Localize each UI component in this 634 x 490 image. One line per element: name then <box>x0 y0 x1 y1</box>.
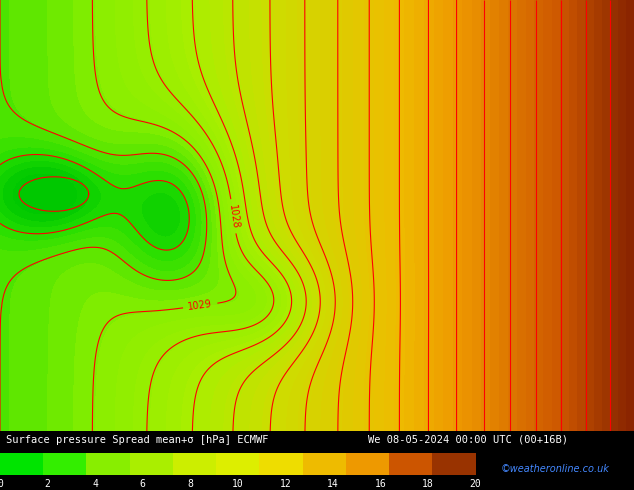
Text: 6: 6 <box>139 479 146 489</box>
Text: 18: 18 <box>422 479 434 489</box>
Text: Surface pressure Spread mean+σ [hPa] ECMWF: Surface pressure Spread mean+σ [hPa] ECM… <box>6 435 269 445</box>
Text: 4: 4 <box>92 479 98 489</box>
Text: 0: 0 <box>0 479 3 489</box>
Bar <box>43 453 86 475</box>
Text: 20: 20 <box>470 479 481 489</box>
Bar <box>130 453 173 475</box>
Bar <box>302 453 346 475</box>
Bar <box>216 453 259 475</box>
Bar <box>432 453 476 475</box>
Bar <box>346 453 389 475</box>
Text: We 08-05-2024 00:00 UTC (00+16B): We 08-05-2024 00:00 UTC (00+16B) <box>368 435 567 445</box>
Text: 16: 16 <box>375 479 386 489</box>
Text: 10: 10 <box>232 479 243 489</box>
Text: 12: 12 <box>280 479 291 489</box>
Bar <box>259 453 302 475</box>
Bar <box>86 453 130 475</box>
Text: 1029: 1029 <box>187 299 213 312</box>
Text: 1028: 1028 <box>226 203 240 229</box>
Text: 14: 14 <box>327 479 339 489</box>
Bar <box>173 453 216 475</box>
Text: 2: 2 <box>44 479 51 489</box>
Text: ©weatheronline.co.uk: ©weatheronline.co.uk <box>500 464 609 474</box>
Text: 8: 8 <box>187 479 193 489</box>
Bar <box>389 453 432 475</box>
Bar <box>0 453 43 475</box>
